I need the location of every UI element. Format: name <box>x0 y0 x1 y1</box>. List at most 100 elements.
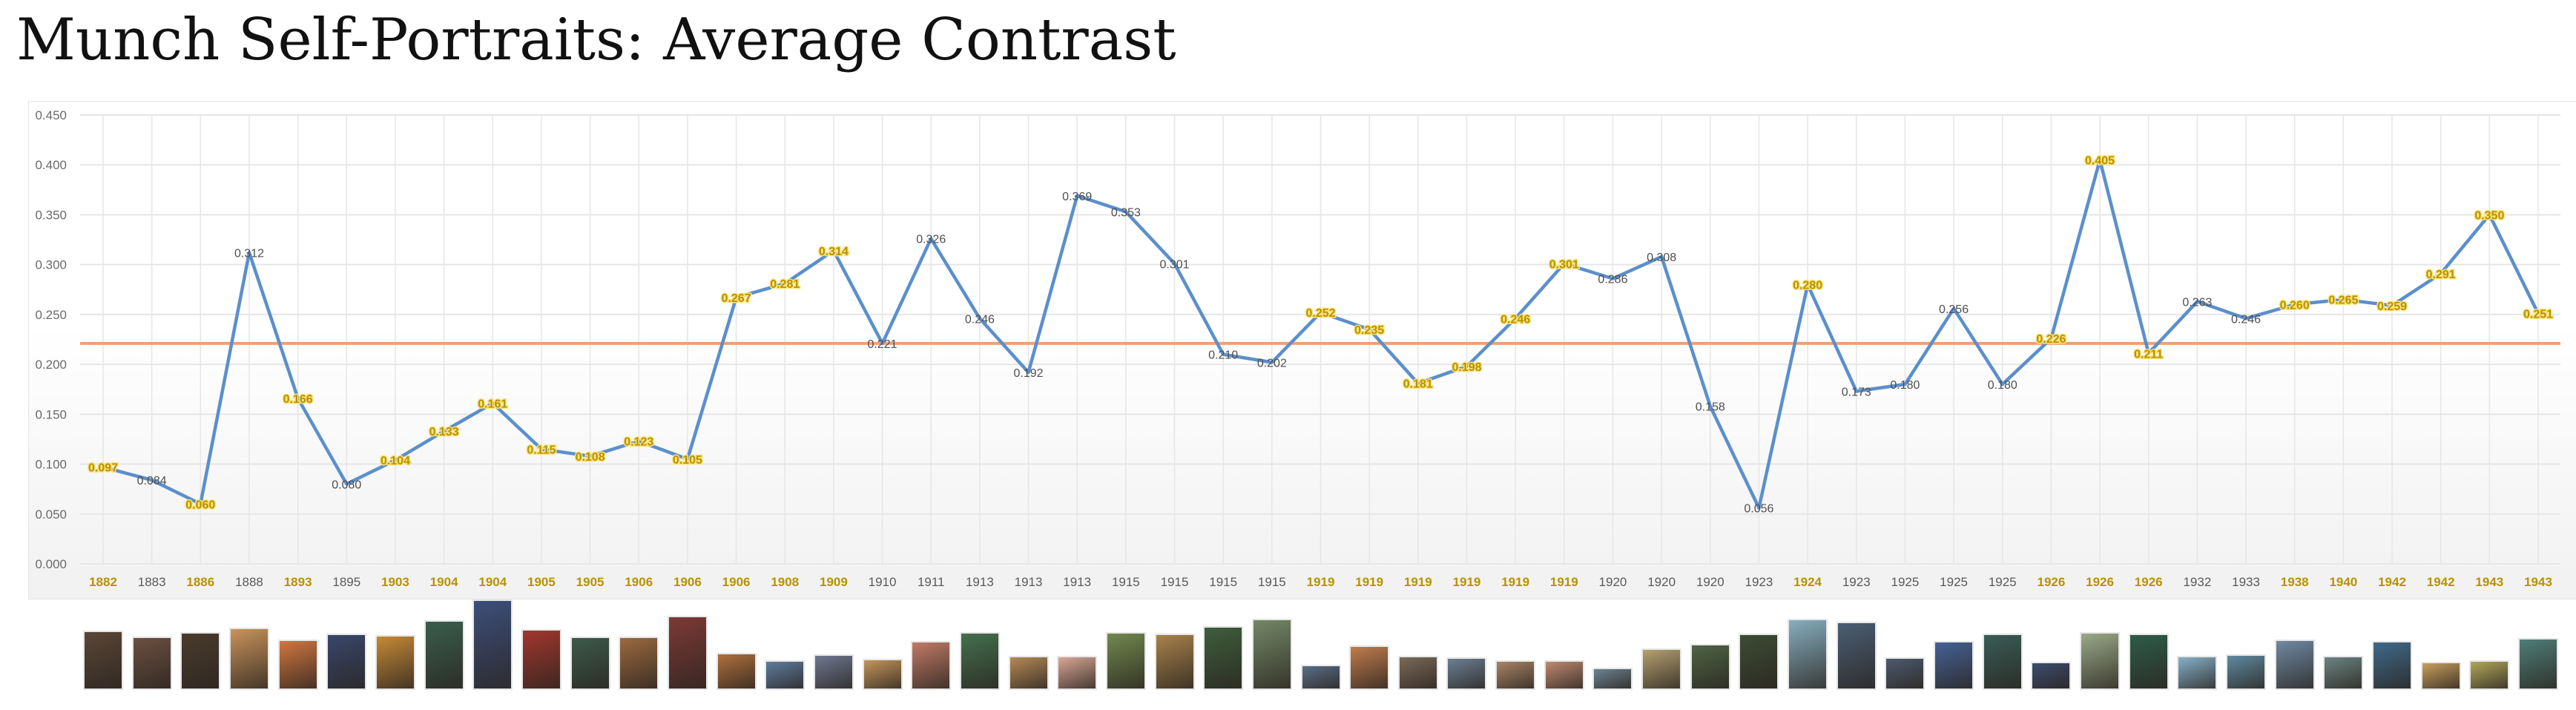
data-label: 0.246 <box>2231 313 2261 326</box>
data-label: 0.180 <box>1988 379 2017 392</box>
portrait-thumbnail <box>277 640 318 690</box>
data-label: 0.314 <box>819 246 849 258</box>
x-tick-label: 1919 <box>1307 575 1335 589</box>
portrait-thumbnail <box>375 635 415 690</box>
portrait-thumbnail <box>1446 657 1487 690</box>
x-tick-label: 1925 <box>1989 575 2017 589</box>
data-label: 0.173 <box>1842 386 1871 398</box>
x-tick-label: 1942 <box>2378 575 2406 589</box>
x-tick-label: 1920 <box>1696 575 1725 589</box>
portrait-thumbnail <box>2080 632 2121 690</box>
x-tick-label: 1919 <box>1355 575 1383 589</box>
x-tick-label: 1923 <box>1745 575 1773 589</box>
portrait-thumbnail <box>2274 640 2315 690</box>
y-tick-label: 0.400 <box>35 158 67 172</box>
data-label: 0.252 <box>1305 307 1335 320</box>
gridlines <box>80 114 2560 565</box>
portrait-thumbnail <box>1641 648 1682 690</box>
y-tick-label: 0.150 <box>35 407 67 421</box>
portrait-thumbnail <box>2323 656 2364 690</box>
data-label: 0.123 <box>624 436 653 449</box>
portrait-thumbnail <box>2226 654 2267 690</box>
x-tick-label: 1926 <box>2135 575 2163 589</box>
portrait-thumbnail <box>2031 662 2072 690</box>
x-tick-label: 1943 <box>2524 575 2552 589</box>
series-layer <box>102 158 2540 510</box>
portrait-thumbnail <box>1397 656 1438 690</box>
data-label: 0.097 <box>88 462 118 475</box>
portrait-thumbnail <box>813 654 854 690</box>
portrait-thumbnail <box>472 599 513 690</box>
data-label: 0.301 <box>1549 258 1579 271</box>
portrait-thumbnail <box>1349 645 1390 690</box>
x-tick-label: 1888 <box>235 575 263 589</box>
portrait-thumbnail <box>959 632 1000 690</box>
data-label: 0.158 <box>1696 401 1725 414</box>
data-label: 0.084 <box>137 475 167 487</box>
x-tick-label: 1882 <box>89 575 117 589</box>
contrast-series-line <box>102 158 2540 510</box>
portrait-thumbnail <box>570 637 610 690</box>
data-label: 0.281 <box>770 278 800 291</box>
x-tick-label: 1938 <box>2281 575 2309 589</box>
data-label: 0.202 <box>1257 357 1287 369</box>
data-label: 0.060 <box>185 499 215 511</box>
x-tick-label: 1905 <box>576 575 605 589</box>
x-tick-label: 1915 <box>1209 575 1237 589</box>
portrait-thumbnail <box>1008 656 1049 690</box>
data-label: 0.080 <box>332 479 361 491</box>
data-label: 0.056 <box>1744 503 1773 516</box>
data-label: 0.251 <box>2523 309 2553 321</box>
x-tick-label: 1909 <box>820 575 848 589</box>
portrait-thumbnail <box>1836 622 1877 690</box>
x-tick-label: 1919 <box>1404 575 1432 589</box>
data-label: 0.104 <box>381 455 410 467</box>
y-tick-label: 0.200 <box>35 358 67 372</box>
portrait-thumbnail <box>1251 619 1292 690</box>
data-label: 0.256 <box>1939 303 1969 316</box>
portrait-thumbnail <box>2518 638 2558 690</box>
data-label: 0.115 <box>527 444 556 456</box>
x-tick-label: 1919 <box>1550 575 1578 589</box>
data-label: 0.353 <box>1111 206 1141 219</box>
x-tick-label: 1925 <box>1940 575 1968 589</box>
data-label: 0.259 <box>2377 300 2407 313</box>
portrait-thumbnail <box>1739 634 1779 690</box>
x-tick-label: 1905 <box>527 575 556 589</box>
y-tick-label: 0.000 <box>35 557 67 571</box>
data-label: 0.350 <box>2474 209 2504 222</box>
portrait-thumbnail <box>716 653 757 690</box>
data-label: 0.326 <box>916 234 946 246</box>
x-tick-label: 1903 <box>381 575 409 589</box>
x-tick-label: 1895 <box>332 575 360 589</box>
x-tick-label: 1919 <box>1453 575 1481 589</box>
y-tick-label: 0.050 <box>35 507 67 522</box>
x-tick-label: 1940 <box>2329 575 2357 589</box>
data-label: 0.369 <box>1062 191 1092 203</box>
data-label: 0.166 <box>283 393 313 406</box>
portrait-thumbnail <box>2177 656 2218 690</box>
x-tick-label: 1915 <box>1112 575 1140 589</box>
portrait-thumbnail <box>1788 619 1828 690</box>
x-tick-label: 1911 <box>918 575 945 589</box>
x-tick-label: 1904 <box>430 575 458 589</box>
portrait-thumbnail <box>131 637 172 690</box>
portrait-thumbnail <box>619 637 659 690</box>
x-tick-label: 1924 <box>1793 575 1822 589</box>
x-tick-label: 1943 <box>2475 575 2503 589</box>
data-label: 0.210 <box>1208 349 1238 362</box>
x-tick-label: 1913 <box>966 575 994 589</box>
data-label: 0.291 <box>2426 269 2456 281</box>
data-label: 0.267 <box>722 292 751 305</box>
y-tick-label: 0.250 <box>35 308 67 322</box>
data-label: 0.280 <box>1793 280 1822 292</box>
axis-labels: 0.000 0.050 0.100 0.150 0.200 0.250 0.300 0.350… <box>35 108 2552 589</box>
portrait-thumbnail <box>1934 641 1974 690</box>
portrait-thumbnail <box>2372 641 2413 690</box>
chart-title: Munch Self-Portraits: Average Contrast <box>16 7 1176 73</box>
x-tick-label: 1883 <box>138 575 166 589</box>
portrait-thumbnail <box>326 634 367 690</box>
portrait-thumbnail <box>2420 662 2461 690</box>
x-tick-label: 1893 <box>284 575 312 589</box>
